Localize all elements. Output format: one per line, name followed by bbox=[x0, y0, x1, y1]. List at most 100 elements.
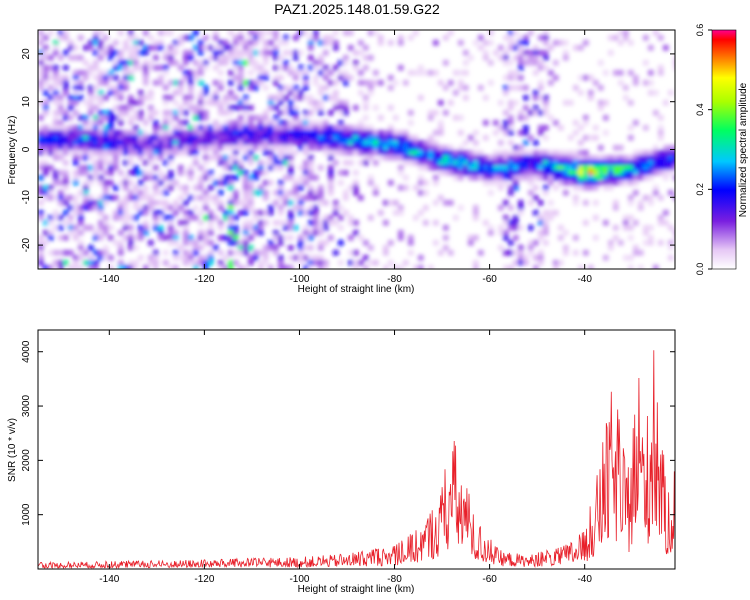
heatmap-cell bbox=[523, 140, 529, 146]
heatmap-cell bbox=[428, 70, 434, 76]
heatmap-cell bbox=[338, 105, 344, 111]
heatmap-cell bbox=[198, 135, 204, 141]
heatmap-cell bbox=[488, 190, 494, 196]
heatmap-cell bbox=[458, 130, 464, 136]
heatmap-cell bbox=[288, 220, 294, 226]
heatmap-cell bbox=[438, 160, 444, 166]
heatmap-cell bbox=[453, 170, 459, 176]
heatmap-cell bbox=[463, 85, 469, 91]
heatmap-cell bbox=[228, 215, 234, 221]
heatmap-cell bbox=[243, 190, 249, 196]
heatmap-cell bbox=[88, 145, 94, 151]
heatmap-cell bbox=[263, 70, 269, 76]
figure-title: PAZ1.2025.148.01.59.G22 bbox=[274, 1, 440, 17]
heatmap-cell bbox=[458, 205, 464, 211]
heatmap-cell bbox=[293, 125, 299, 131]
heatmap-cell bbox=[193, 115, 199, 121]
heatmap-cell bbox=[158, 180, 164, 186]
heatmap-cell bbox=[98, 200, 104, 206]
heatmap-cell bbox=[103, 195, 109, 201]
heatmap-cell bbox=[338, 260, 344, 266]
heatmap-cell bbox=[343, 140, 349, 146]
heatmap-cell bbox=[63, 170, 69, 176]
heatmap-cell bbox=[118, 215, 124, 221]
heatmap-cell bbox=[538, 235, 544, 241]
heatmap-cell bbox=[383, 200, 389, 206]
heatmap-cell bbox=[348, 135, 354, 141]
heatmap-cell bbox=[428, 150, 434, 156]
heatmap-cell bbox=[303, 80, 309, 86]
heatmap-cell bbox=[263, 250, 269, 256]
heatmap-cell bbox=[518, 60, 524, 66]
heatmap-cell bbox=[618, 155, 624, 161]
heatmap-cell bbox=[323, 135, 329, 141]
heatmap-cell bbox=[268, 140, 274, 146]
heatmap-cell bbox=[518, 160, 524, 166]
heatmap-cell bbox=[203, 160, 209, 166]
heatmap-cell bbox=[318, 265, 324, 269]
heatmap-cell bbox=[163, 50, 169, 56]
heatmap-cell bbox=[153, 80, 159, 86]
heatmap-cell bbox=[208, 210, 214, 216]
heatmap-cell bbox=[508, 155, 514, 161]
heatmap-cell bbox=[453, 115, 459, 121]
heatmap-cell bbox=[288, 160, 294, 166]
heatmap-cell bbox=[623, 160, 629, 166]
heatmap-cell bbox=[583, 120, 589, 126]
heatmap-cell bbox=[528, 110, 534, 116]
heatmap-cell bbox=[98, 180, 104, 186]
heatmap-cell bbox=[288, 90, 294, 96]
heatmap-cell bbox=[168, 235, 174, 241]
heatmap-cell bbox=[133, 125, 139, 131]
heatmap-cell bbox=[408, 235, 414, 241]
heatmap-cell bbox=[233, 260, 239, 266]
heatmap-cell bbox=[83, 130, 89, 136]
heatmap-cell bbox=[453, 165, 459, 171]
heatmap-cell bbox=[53, 140, 59, 146]
heatmap-cell bbox=[423, 155, 429, 161]
heatmap-cell bbox=[548, 160, 554, 166]
heatmap-cell bbox=[133, 45, 139, 51]
heatmap-cell bbox=[128, 30, 134, 36]
heatmap-cell bbox=[373, 105, 379, 111]
heatmap-cell bbox=[578, 140, 584, 146]
heatmap-cell bbox=[148, 60, 154, 66]
heatmap-cell bbox=[663, 210, 669, 216]
heatmap-cell bbox=[183, 95, 189, 101]
heatmap-cell bbox=[488, 40, 494, 46]
heatmap-cell bbox=[183, 140, 189, 146]
heatmap-cell bbox=[513, 260, 519, 266]
heatmap-cell bbox=[528, 165, 534, 171]
heatmap-cell bbox=[303, 165, 309, 171]
heatmap-cell bbox=[143, 175, 149, 181]
heatmap-cell bbox=[38, 35, 44, 41]
heatmap-cell bbox=[68, 145, 74, 151]
heatmap-cell bbox=[418, 70, 424, 76]
heatmap-cell bbox=[128, 75, 134, 81]
heatmap-cell bbox=[343, 190, 349, 196]
heatmap-cell bbox=[408, 120, 414, 126]
heatmap-cell bbox=[283, 50, 289, 56]
heatmap-cell bbox=[443, 110, 449, 116]
heatmap-cell bbox=[563, 230, 569, 236]
heatmap-cell bbox=[328, 235, 334, 241]
heatmap-cell bbox=[533, 50, 539, 56]
heatmap-cell bbox=[273, 235, 279, 241]
heatmap-cell bbox=[358, 80, 364, 86]
heatmap-cell bbox=[563, 155, 569, 161]
heatmap-cell bbox=[108, 255, 114, 261]
heatmap-cell bbox=[228, 185, 234, 191]
heatmap-cell bbox=[403, 80, 409, 86]
heatmap-cell bbox=[143, 150, 149, 156]
heatmap-cell bbox=[663, 145, 669, 151]
heatmap-cell bbox=[478, 155, 484, 161]
heatmap-cell bbox=[103, 155, 109, 161]
heatmap-cell bbox=[443, 150, 449, 156]
heatmap-cell bbox=[208, 215, 214, 221]
heatmap-cell bbox=[353, 230, 359, 236]
heatmap-cell bbox=[478, 160, 484, 166]
heatmap-cell bbox=[603, 185, 609, 191]
heatmap-cell bbox=[498, 245, 504, 251]
heatmap-cell bbox=[473, 235, 479, 241]
heatmap-cell bbox=[298, 205, 304, 211]
